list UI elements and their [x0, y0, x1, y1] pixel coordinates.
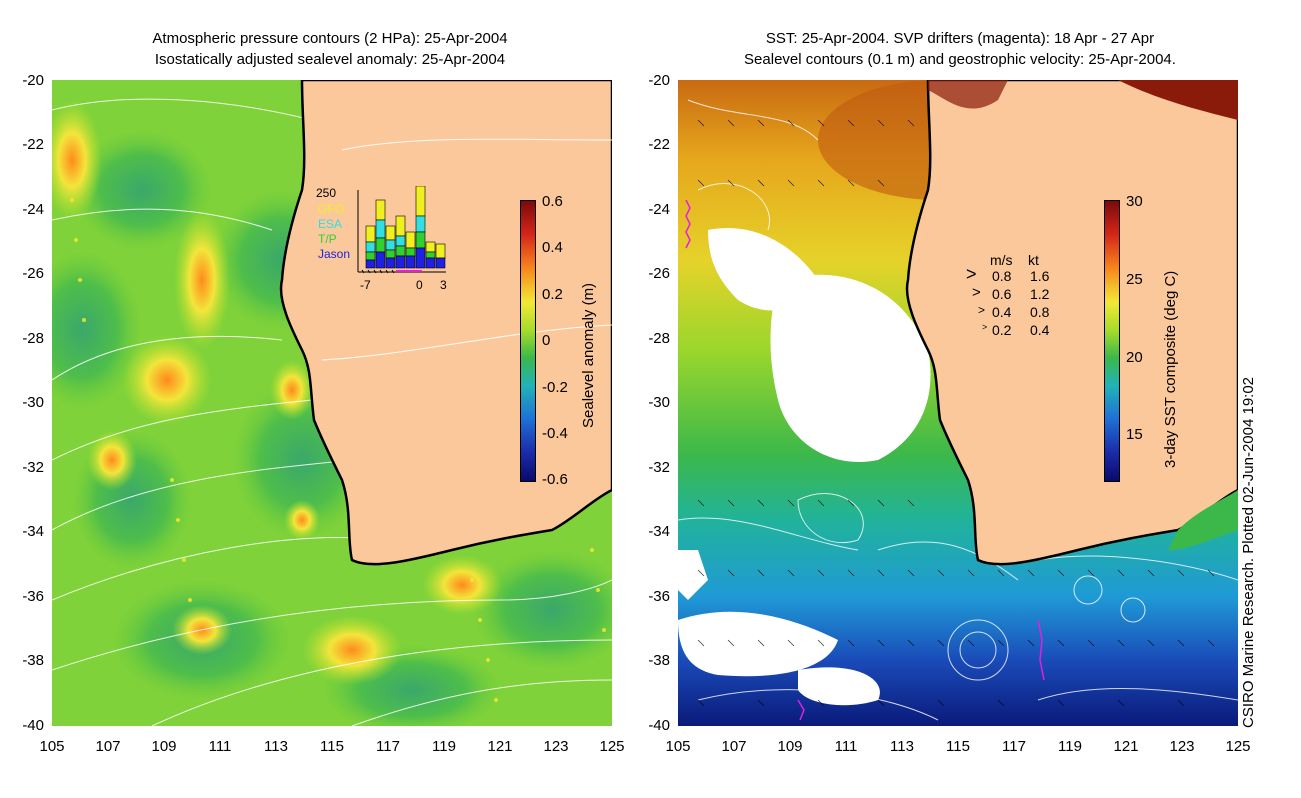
right-xtick: 125 — [1225, 738, 1251, 755]
inset-bars — [357, 186, 446, 274]
velocity-row-ms: 0.6 — [992, 286, 1012, 302]
right-title-line1: SST: 25-Apr-2004. SVP drifters (magenta)… — [765, 30, 1155, 47]
right-ytick: -22 — [648, 136, 670, 153]
right-cb-tick: 20 — [1126, 349, 1143, 366]
left-ytick: -26 — [22, 265, 44, 282]
right-xtick: 121 — [1113, 738, 1139, 755]
right-xtick: 115 — [946, 738, 970, 755]
velocity-header-ms: m/s — [990, 252, 1013, 268]
right-ytick: -32 — [648, 459, 670, 476]
inset-mission-jason: Jason — [318, 247, 351, 261]
right-xtick: 117 — [1002, 738, 1026, 755]
right-ytick: -24 — [648, 201, 670, 218]
inset-xtick: 0 — [416, 278, 423, 292]
right-xtick: 111 — [834, 738, 858, 755]
left-colorbar-label: Sealevel anomaly (m) — [580, 282, 597, 428]
velocity-arrow-icon: > — [966, 264, 977, 284]
left-ytick: -28 — [22, 330, 44, 347]
inset-xtick: 3 — [440, 278, 447, 292]
left-xtick: 117 — [376, 738, 400, 755]
velocity-row-ms: 0.2 — [992, 322, 1012, 338]
velocity-row-kt: 0.4 — [1030, 322, 1050, 338]
left-ytick: -34 — [22, 523, 44, 540]
left-ytick: -36 — [22, 588, 44, 605]
left-xtick: 113 — [264, 738, 288, 755]
left-cb-tick: 0.6 — [542, 193, 563, 210]
left-ytick: -38 — [22, 652, 44, 669]
right-xtick: 119 — [1058, 738, 1082, 755]
left-ytick: -32 — [22, 459, 44, 476]
right-ytick: -20 — [648, 72, 670, 89]
right-ytick: -26 — [648, 265, 670, 282]
right-ytick: -34 — [648, 523, 670, 540]
left-cb-tick: 0.4 — [542, 239, 563, 256]
left-ytick: -20 — [22, 72, 44, 89]
left-xtick: 107 — [95, 738, 121, 755]
right-ytick: -28 — [648, 330, 670, 347]
left-ytick: -40 — [22, 717, 44, 734]
credit-text: CSIRO Marine Research. Plotted 02-Jun-20… — [1240, 376, 1257, 728]
right-ytick: -40 — [648, 717, 670, 734]
left-cb-tick: -0.6 — [542, 471, 568, 488]
left-ytick: -22 — [22, 136, 44, 153]
right-xtick: 113 — [890, 738, 914, 755]
left-cb-tick: -0.4 — [542, 425, 568, 442]
inset-mission-tp: T/P — [318, 232, 337, 246]
altimeter-inset: 250 GFO ESA T/P Jason -7 0 3 — [316, 186, 447, 296]
left-ytick: -24 — [22, 201, 44, 218]
inset-xtick: -7 — [360, 278, 371, 292]
right-map-svg — [678, 80, 1238, 726]
velocity-arrow-icon: > — [978, 303, 986, 317]
left-xtick: 109 — [151, 738, 177, 755]
right-title-line2: Sealevel contours (0.1 m) and geostrophi… — [744, 51, 1176, 68]
velocity-row-kt: 1.2 — [1030, 286, 1050, 302]
right-ytick: -36 — [648, 588, 670, 605]
left-title-line1: Atmospheric pressure contours (2 HPa): 2… — [152, 30, 508, 47]
right-colorbar — [1104, 200, 1120, 482]
right-xtick: 123 — [1169, 738, 1195, 755]
left-xtick: 115 — [320, 738, 344, 755]
velocity-arrow-icon: > — [982, 322, 988, 332]
velocity-row-ms: 0.8 — [992, 268, 1012, 284]
right-colorbar-label: 3-day SST composite (deg C) — [1162, 270, 1179, 468]
left-xtick: 105 — [39, 738, 65, 755]
right-cb-tick: 30 — [1126, 193, 1143, 210]
right-ytick: -38 — [648, 652, 670, 669]
velocity-legend: m/s kt > 0.8 1.6 > 0.6 1.2 > 0.4 0.8 > 0… — [960, 252, 1060, 352]
left-cb-tick: -0.2 — [542, 379, 568, 396]
left-xtick: 125 — [599, 738, 625, 755]
velocity-row-kt: 0.8 — [1030, 304, 1050, 320]
left-title-line2: Isostatically adjusted sealevel anomaly:… — [154, 51, 506, 68]
right-cb-tick: 25 — [1126, 271, 1143, 288]
inset-top-value: 250 — [316, 186, 337, 200]
right-map — [678, 80, 1238, 726]
right-ytick: -30 — [648, 394, 670, 411]
velocity-row-ms: 0.4 — [992, 304, 1012, 320]
left-xtick: 111 — [208, 738, 232, 755]
velocity-row-kt: 1.6 — [1030, 268, 1050, 284]
right-xtick: 109 — [777, 738, 803, 755]
left-colorbar — [520, 200, 536, 482]
velocity-header-kt: kt — [1028, 252, 1039, 268]
left-xtick: 121 — [487, 738, 513, 755]
right-cb-tick: 15 — [1126, 426, 1143, 443]
velocity-arrow-icon: > — [972, 284, 981, 301]
left-cb-tick: 0 — [542, 332, 551, 349]
left-xtick: 123 — [543, 738, 569, 755]
left-cb-tick: 0.2 — [542, 286, 563, 303]
inset-mission-gfo: GFO — [318, 202, 344, 216]
right-xtick: 107 — [721, 738, 747, 755]
inset-mission-esa: ESA — [318, 217, 343, 231]
left-ytick: -30 — [22, 394, 44, 411]
right-xtick: 105 — [665, 738, 691, 755]
left-xtick: 119 — [432, 738, 456, 755]
